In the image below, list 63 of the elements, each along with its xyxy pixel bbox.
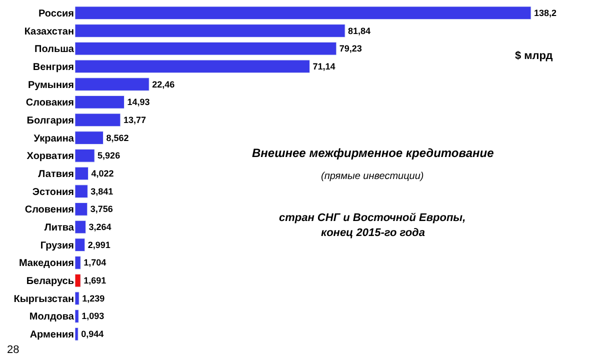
annotation: $ млрд — [515, 50, 553, 62]
data-label: 138,2 — [534, 8, 557, 18]
data-label: 13,77 — [123, 114, 146, 125]
data-label: 4,022 — [91, 168, 114, 178]
data-label: 3,841 — [90, 186, 114, 196]
y-tick-label: Румыния — [28, 80, 74, 91]
y-tick-label: Молдова — [29, 312, 74, 323]
annotation: конец 2015-го года — [321, 227, 425, 239]
text: (прямые инвестиции) — [321, 171, 424, 182]
y-tick-label: Россия — [38, 8, 74, 20]
y-tick-label: Болгария — [26, 115, 74, 126]
y-tick-label: Словакия — [26, 98, 74, 109]
y-tick-label: Казахстан — [24, 26, 74, 38]
bar — [75, 42, 337, 56]
data-label: 0,944 — [81, 329, 104, 340]
text: Внешнее межфирменное кредитование — [252, 146, 494, 160]
bar — [75, 78, 150, 91]
bar — [75, 95, 125, 109]
data-label: 71,14 — [312, 61, 336, 72]
bar — [75, 292, 80, 306]
annotation: стран СНГ и Восточной Европы, — [279, 212, 466, 224]
data-label: 81,84 — [348, 26, 371, 36]
y-tick-label: Латвия — [38, 169, 74, 180]
y-tick-label: Украина — [34, 133, 74, 144]
bar — [75, 166, 89, 180]
y-tick-label: Армения — [30, 330, 74, 341]
bar — [75, 202, 88, 216]
data-label: 14,93 — [127, 97, 150, 108]
bar — [75, 131, 104, 144]
data-label: 79,23 — [339, 44, 362, 54]
bar — [75, 256, 81, 270]
bar — [75, 113, 121, 127]
bar — [75, 310, 79, 323]
data-label: 8,562 — [106, 132, 129, 143]
bar — [75, 327, 78, 341]
data-label: 1,704 — [84, 258, 106, 268]
data-label: 1,093 — [82, 311, 104, 322]
bar — [75, 220, 86, 234]
y-tick-label: Кыргызстан — [14, 294, 74, 305]
bar — [75, 238, 86, 252]
data-label: 1,239 — [82, 293, 105, 304]
data-label: 5,926 — [98, 150, 120, 161]
data-label: 22,46 — [152, 79, 175, 90]
data-label: 3,756 — [90, 204, 113, 214]
bar — [75, 274, 81, 288]
data-label: 3,264 — [88, 222, 112, 232]
y-tick-label: Венгрия — [32, 62, 74, 73]
y-tick-label: Македония — [18, 258, 74, 270]
y-tick-label: Литва — [44, 222, 74, 234]
y-tick-label: Польша — [34, 44, 74, 56]
bar — [75, 60, 310, 74]
data-label: 1,691 — [84, 276, 106, 286]
y-tick-label: Хорватия — [26, 151, 74, 162]
data-label: 2,991 — [88, 240, 110, 250]
y-tick-label: Эстония — [32, 186, 74, 198]
y-tick-label: Словения — [24, 204, 74, 216]
bar — [75, 148, 95, 162]
bar — [75, 184, 88, 198]
text: 28 — [7, 344, 20, 356]
y-tick-label: Беларусь — [26, 276, 74, 288]
bar — [75, 6, 532, 20]
bar — [75, 24, 346, 38]
y-tick-label: Грузия — [40, 240, 74, 252]
